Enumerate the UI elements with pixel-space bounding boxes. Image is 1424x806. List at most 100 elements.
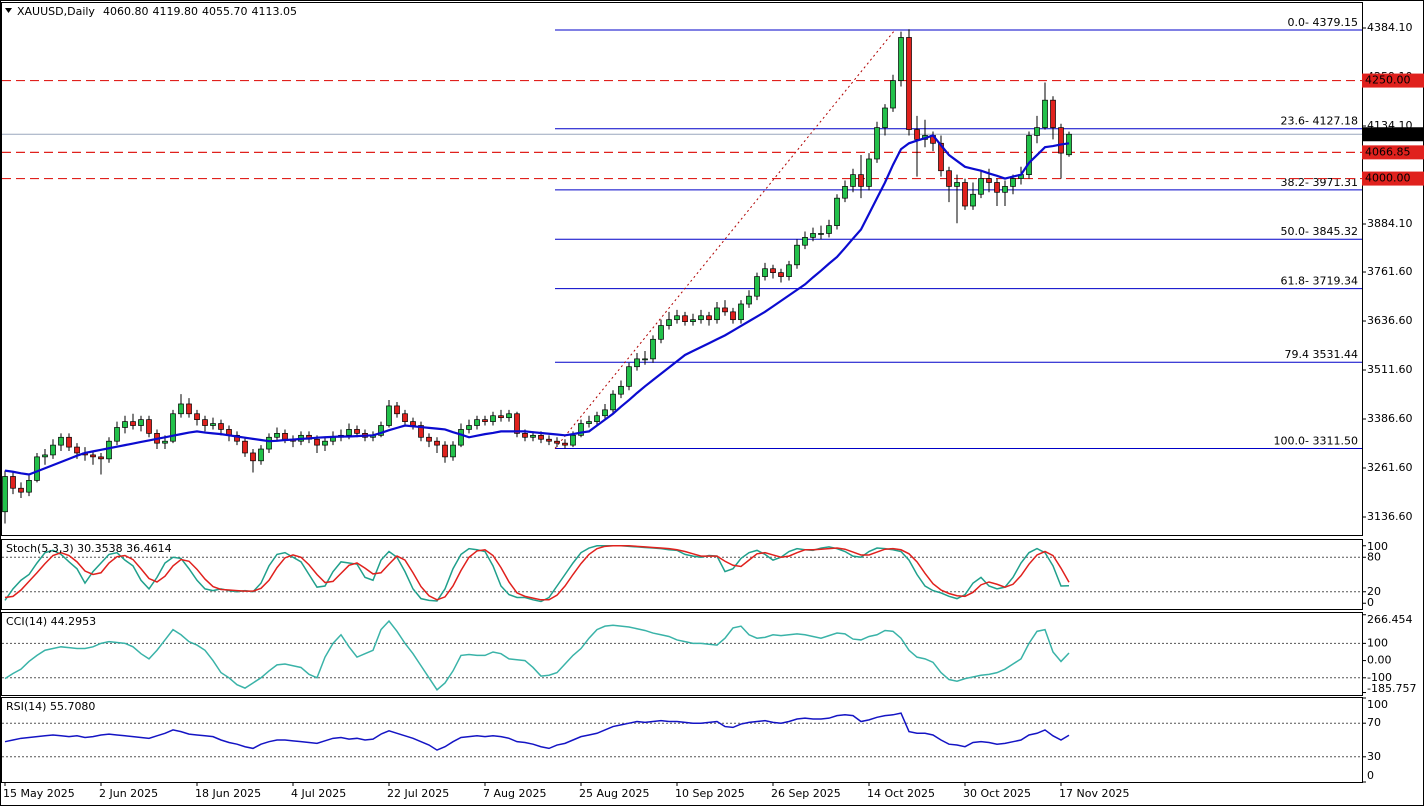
- header-high: 4119.80: [152, 5, 198, 18]
- candle-body: [490, 415, 496, 422]
- x-tick-label: 15 May 2025: [3, 787, 75, 800]
- candle-body: [1058, 127, 1064, 154]
- candle-body: [466, 425, 472, 430]
- candle-body: [130, 421, 136, 426]
- candle-body: [146, 419, 152, 434]
- candle-body: [202, 419, 208, 426]
- candle-body: [322, 440, 328, 446]
- candle-body: [826, 225, 832, 234]
- candle-body: [746, 295, 752, 305]
- candle-body: [610, 393, 616, 411]
- y-tick-label: 100: [1367, 540, 1388, 553]
- y-tick-label: 3884.10: [1367, 217, 1413, 230]
- x-tick-label: 18 Jun 2025: [195, 787, 261, 800]
- candle-body: [90, 454, 96, 458]
- candle-body: [650, 338, 656, 360]
- price-box: [1362, 171, 1424, 186]
- candle-body: [1026, 135, 1032, 175]
- candle-body: [458, 429, 464, 446]
- candle-body: [698, 315, 704, 321]
- price-box: [1362, 73, 1424, 88]
- candle-body: [682, 315, 688, 322]
- candle-body: [314, 438, 320, 446]
- candle-body: [714, 307, 720, 321]
- candle-body: [754, 276, 760, 297]
- candle-body: [346, 429, 352, 436]
- candle-body: [858, 174, 864, 187]
- candle-body: [634, 358, 640, 368]
- candle-body: [138, 419, 144, 426]
- indicator-line: [4, 619, 1070, 691]
- stoch-panel: [1, 539, 1363, 610]
- candle-body: [618, 385, 624, 395]
- candle-body: [626, 366, 632, 387]
- price-box-label: 4066.85: [1365, 145, 1411, 158]
- candle-body: [978, 178, 984, 195]
- fib-label: 79.4 3531.44: [1285, 348, 1358, 361]
- candle-body: [578, 423, 584, 436]
- candle-body: [530, 434, 536, 438]
- indicator-title: Stoch(5,3,3) 30.3538 36.4614: [6, 542, 172, 555]
- y-tick-label: 0: [1367, 769, 1374, 782]
- candle-body: [994, 182, 1000, 193]
- candle-body: [410, 421, 416, 426]
- indicator-line: [4, 712, 1070, 751]
- candle-body: [386, 405, 392, 426]
- candle-body: [890, 80, 896, 109]
- last-price-label: 4113.05: [1365, 127, 1411, 140]
- candle-body: [642, 358, 648, 361]
- candle-body: [250, 452, 256, 462]
- candle-body: [474, 419, 480, 426]
- candle-body: [402, 413, 408, 422]
- last-price-box: [1362, 127, 1424, 142]
- candle-body: [570, 434, 576, 446]
- y-tick-label: 0.00: [1367, 654, 1392, 667]
- candle-body: [946, 170, 952, 187]
- y-tick-label: 70: [1367, 716, 1381, 729]
- x-tick-label: 14 Oct 2025: [867, 787, 935, 800]
- candle-body: [394, 405, 400, 415]
- candle-body: [266, 436, 272, 450]
- y-tick-label: 3511.60: [1367, 363, 1413, 376]
- candle-body: [962, 182, 968, 207]
- y-tick-label: 3386.60: [1367, 412, 1413, 425]
- candle-body: [450, 444, 456, 458]
- candle-body: [50, 444, 56, 456]
- candle-body: [562, 442, 568, 446]
- header-close: 4113.05: [251, 5, 297, 18]
- candle-body: [802, 237, 808, 246]
- y-tick-label: 3136.60: [1367, 510, 1413, 523]
- fib-label: 50.0- 3845.32: [1281, 225, 1358, 238]
- y-tick-label: 80: [1367, 550, 1381, 563]
- candle-body: [234, 434, 240, 442]
- candle-body: [706, 315, 712, 321]
- candle-body: [874, 127, 880, 160]
- candle-body: [162, 440, 168, 444]
- candle-body: [818, 233, 824, 235]
- x-tick-label: 22 Jul 2025: [387, 787, 449, 800]
- x-tick-label: 25 Aug 2025: [579, 787, 649, 800]
- price-box: [1362, 145, 1424, 160]
- x-tick-label: 4 Jul 2025: [291, 787, 346, 800]
- y-tick-label: 20: [1367, 585, 1381, 598]
- candle-body: [114, 427, 120, 442]
- candle-body: [34, 456, 40, 481]
- candle-body: [786, 264, 792, 277]
- candle-body: [730, 311, 736, 321]
- candle-body: [954, 182, 960, 187]
- y-tick-label: 3761.60: [1367, 265, 1413, 278]
- candle-body: [378, 425, 384, 436]
- candle-body: [986, 178, 992, 183]
- candle-body: [354, 429, 360, 434]
- candle-body: [882, 107, 888, 128]
- candle-body: [1042, 99, 1048, 128]
- candle-body: [514, 413, 520, 434]
- x-tick-label: 26 Sep 2025: [771, 787, 841, 800]
- x-tick-label: 17 Nov 2025: [1059, 787, 1129, 800]
- candle-body: [106, 440, 112, 460]
- indicator-title: RSI(14) 55.7080: [6, 700, 95, 713]
- candle-body: [442, 444, 448, 458]
- candle-body: [178, 403, 184, 415]
